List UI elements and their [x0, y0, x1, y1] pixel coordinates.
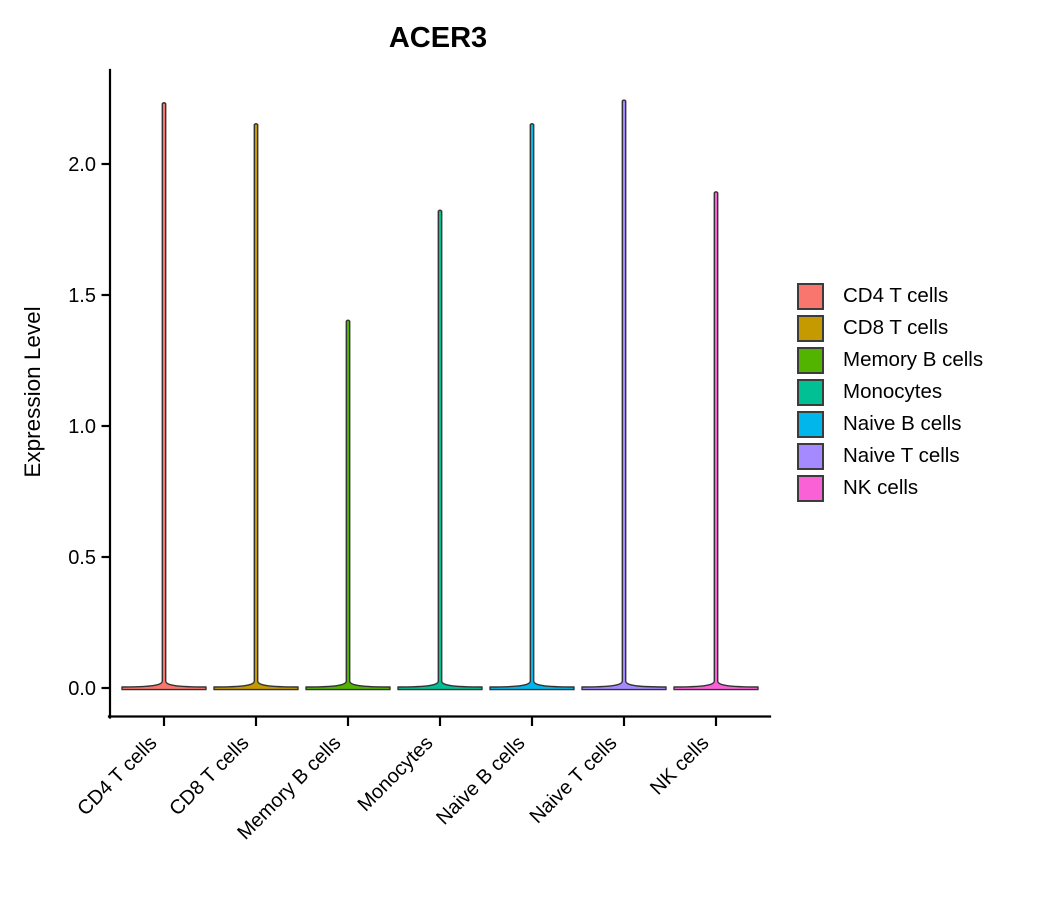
x-category-label: NK cells: [646, 732, 713, 799]
legend-label: NK cells: [843, 476, 919, 500]
legend: CD4 T cells CD8 T cells Memory B cells Mono…: [797, 283, 983, 507]
legend-label: Memory B cells: [843, 348, 984, 372]
chart-title: ACER3: [388, 22, 488, 54]
legend-swatch: [797, 379, 824, 406]
legend-item: Monocytes: [797, 379, 983, 406]
legend-label: CD8 T cells: [843, 316, 949, 340]
legend-swatch: [797, 411, 824, 438]
x-category-label: CD4 T cells: [73, 732, 161, 820]
violin-naive-t-cells: [581, 99, 667, 691]
legend-item: Memory B cells: [797, 347, 983, 374]
legend-label: Naive T cells: [843, 444, 960, 468]
legend-swatch: [797, 315, 824, 342]
violin-naive-b-cells: [489, 123, 575, 691]
legend-item: Naive T cells: [797, 443, 983, 470]
legend-swatch: [797, 475, 824, 502]
legend-label: Monocytes: [843, 380, 943, 404]
x-category-label: CD8 T cells: [165, 732, 253, 820]
y-tick-label: 2.0: [68, 154, 96, 176]
legend-swatch: [797, 347, 824, 374]
legend-label: Naive B cells: [843, 412, 962, 436]
legend-item: CD4 T cells: [797, 283, 983, 310]
y-tick-label: 0.5: [68, 547, 96, 569]
violin-memory-b-cells: [305, 319, 391, 691]
legend-item: Naive B cells: [797, 411, 983, 438]
violin-cd4-t-cells: [121, 102, 207, 691]
legend-swatch: [797, 443, 824, 470]
y-tick-label: 0.0: [68, 678, 96, 700]
legend-label: CD4 T cells: [843, 284, 949, 308]
violin-monocytes: [397, 209, 483, 691]
x-category-label: Naive B cells: [432, 732, 529, 829]
violin-nk-cells: [673, 191, 759, 691]
legend-swatch: [797, 283, 824, 310]
y-tick-label: 1.5: [68, 285, 96, 307]
x-category-label: Naive T cells: [526, 732, 622, 828]
x-category-label: Monocytes: [354, 732, 438, 816]
legend-item: NK cells: [797, 475, 983, 502]
legend-item: CD8 T cells: [797, 315, 983, 342]
y-tick-label: 1.0: [68, 416, 96, 438]
violin-cd8-t-cells: [213, 123, 299, 691]
